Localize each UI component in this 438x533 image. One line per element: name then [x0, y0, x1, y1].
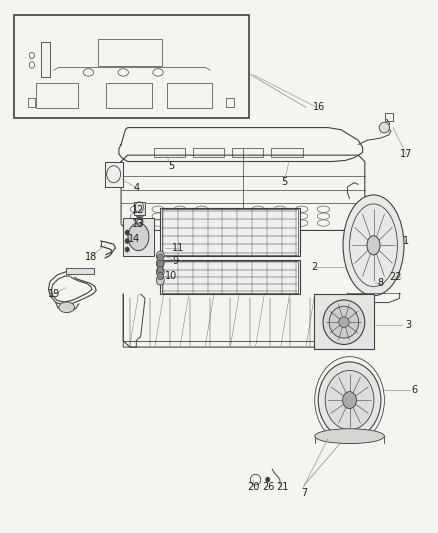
Ellipse shape: [325, 370, 374, 430]
Bar: [134, 202, 145, 215]
Bar: [41, 42, 50, 77]
Text: 16: 16: [313, 102, 325, 112]
Bar: [98, 38, 162, 66]
Ellipse shape: [265, 477, 270, 482]
Bar: [314, 294, 374, 349]
Text: 14: 14: [128, 234, 140, 244]
Bar: [154, 148, 185, 157]
Ellipse shape: [134, 203, 145, 217]
Bar: [123, 217, 154, 256]
Bar: [106, 83, 152, 109]
Text: 11: 11: [172, 243, 184, 253]
Ellipse shape: [379, 122, 390, 133]
Ellipse shape: [157, 272, 163, 280]
Bar: [36, 83, 78, 109]
Text: 5: 5: [168, 161, 174, 171]
Ellipse shape: [157, 266, 163, 274]
Text: 19: 19: [47, 289, 60, 299]
Ellipse shape: [156, 259, 164, 268]
Ellipse shape: [157, 260, 163, 268]
Text: 22: 22: [389, 272, 402, 282]
Ellipse shape: [59, 302, 74, 313]
Text: 2: 2: [311, 262, 318, 271]
Bar: [162, 261, 298, 293]
Bar: [160, 208, 300, 256]
Bar: [271, 148, 303, 157]
Text: 9: 9: [173, 256, 179, 266]
Ellipse shape: [125, 230, 129, 235]
Ellipse shape: [315, 429, 385, 443]
Ellipse shape: [329, 306, 359, 338]
Ellipse shape: [343, 392, 357, 409]
Ellipse shape: [343, 195, 404, 296]
Text: 6: 6: [412, 384, 418, 394]
Ellipse shape: [156, 251, 164, 261]
Bar: [105, 161, 123, 187]
Text: 21: 21: [276, 481, 288, 491]
Bar: [162, 209, 298, 255]
Text: 5: 5: [281, 176, 287, 187]
Ellipse shape: [318, 362, 381, 438]
Ellipse shape: [339, 317, 349, 327]
Text: 3: 3: [405, 320, 411, 330]
Ellipse shape: [125, 238, 129, 244]
Bar: [385, 114, 393, 120]
Text: 8: 8: [377, 278, 383, 288]
Text: 13: 13: [132, 219, 145, 229]
Text: 1: 1: [403, 236, 409, 246]
Ellipse shape: [128, 223, 149, 251]
Ellipse shape: [156, 267, 164, 277]
Text: 26: 26: [262, 481, 274, 491]
Ellipse shape: [156, 276, 164, 285]
Text: 17: 17: [400, 149, 412, 159]
Text: 4: 4: [133, 183, 139, 193]
Ellipse shape: [323, 300, 365, 344]
Bar: [167, 83, 212, 109]
Bar: [66, 268, 94, 274]
Bar: [193, 148, 224, 157]
Bar: [135, 205, 145, 215]
Text: 18: 18: [85, 252, 97, 262]
Bar: [226, 98, 234, 108]
Bar: [160, 260, 300, 294]
Text: 20: 20: [247, 481, 260, 491]
Ellipse shape: [125, 247, 129, 252]
Ellipse shape: [367, 236, 380, 255]
Text: 12: 12: [132, 205, 145, 215]
Bar: [232, 148, 263, 157]
Text: 7: 7: [301, 488, 307, 498]
Bar: [14, 14, 250, 118]
Text: 10: 10: [165, 271, 177, 281]
Ellipse shape: [157, 254, 163, 261]
Bar: [28, 98, 35, 108]
